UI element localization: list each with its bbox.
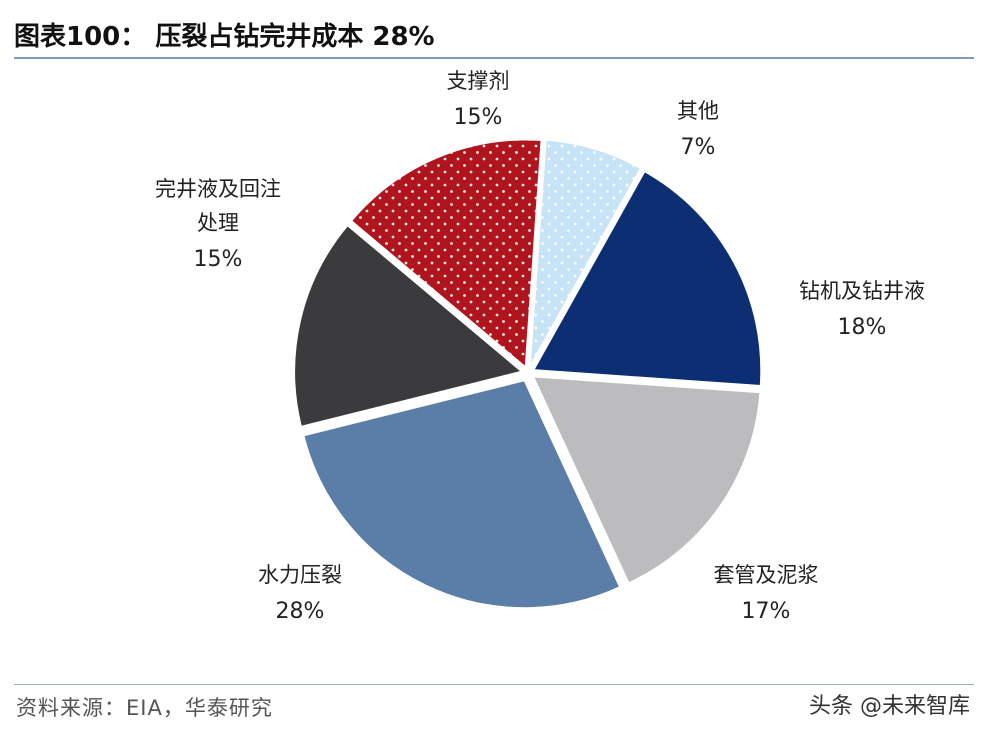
source-note: 资料来源：EIA，华泰研究 <box>16 696 273 720</box>
pie-slice-1-pattern <box>529 139 641 368</box>
pie-slice-3 <box>531 375 762 585</box>
slice-label-3: 套管及泥浆 <box>714 563 819 587</box>
pie-slices <box>293 138 763 610</box>
slice-value-5: 15% <box>194 247 243 272</box>
pie-slice-2 <box>531 169 763 388</box>
slice-value-4: 28% <box>276 599 325 624</box>
title-divider <box>14 57 974 59</box>
chart-title: 图表100： 压裂占钻完井成本 28% <box>14 22 435 52</box>
slice-value-6: 15% <box>454 105 503 130</box>
slice-value-1: 7% <box>681 135 716 160</box>
slice-label-4: 水力压裂 <box>258 563 342 587</box>
watermark-text: 头条 @未来智库 <box>809 694 970 719</box>
pie-slice-5 <box>293 223 525 429</box>
pie-slice-4 <box>302 379 622 610</box>
slice-label-5-line-2: 处理 <box>197 211 239 235</box>
slice-value-3: 17% <box>742 599 791 624</box>
footer-divider <box>14 684 974 685</box>
slice-label-1: 其他 <box>677 99 719 123</box>
slice-value-2: 18% <box>838 315 887 340</box>
slice-label-2: 钻机及钻井液 <box>799 279 925 303</box>
slice-label-6: 支撑剂 <box>447 69 510 93</box>
slice-label-5-line-1: 完井液及回注 <box>155 177 281 201</box>
pie-slice-6-pattern <box>351 139 542 368</box>
